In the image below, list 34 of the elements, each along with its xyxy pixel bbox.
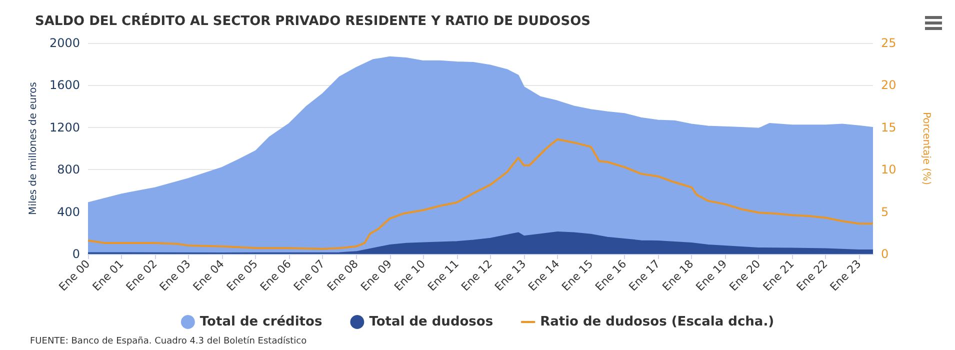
source-note: FUENTE: Banco de España. Cuadro 4.3 del Boletín Estadístico (30, 336, 308, 346)
legend-label: Ratio de dudosos (Escala dcha.) (540, 314, 774, 330)
y2-tick-label: 0 (881, 247, 889, 261)
x-tick-label: Ene 04 (190, 257, 227, 294)
legend-label: Total de dudosos (369, 314, 494, 330)
line-series (87, 138, 874, 250)
y-axis-title: Miles de millones de euros (28, 82, 40, 215)
legend-label: Total de créditos (200, 314, 322, 330)
y2-axis-title: Porcentaje (%) (920, 112, 932, 186)
x-tick-label: Ene 06 (258, 257, 294, 294)
x-tick-label: Ene 23 (828, 257, 864, 294)
x-tick-label: Ene 08 (324, 257, 361, 294)
x-tick-label: Ene 01 (90, 257, 126, 294)
x-tick-label: Ene 09 (358, 257, 394, 294)
y-tick-label: 400 (57, 204, 80, 219)
x-tick-label: Ene 21 (760, 257, 797, 294)
y-tick-label: 800 (57, 162, 80, 177)
x-tick-label: Ene 03 (157, 257, 194, 294)
y-tick-label: 1200 (49, 120, 80, 134)
x-tick-label: Ene 11 (425, 257, 462, 294)
y2-tick-label: 5 (881, 204, 889, 219)
y2-tick-label: 25 (881, 36, 896, 50)
y-tick-label: 1600 (49, 78, 80, 92)
y2-tick-label: 15 (881, 120, 896, 134)
y2-tick-label: 20 (881, 78, 896, 92)
x-tick-label: Ene 05 (224, 257, 260, 294)
x-tick-label: Ene 10 (392, 257, 428, 294)
x-tick-label: Ene 22 (794, 257, 830, 294)
y-tick-label: 2000 (49, 36, 80, 50)
y2-tick-label: 10 (881, 162, 896, 177)
x-tick-label: Ene 12 (458, 257, 495, 294)
x-tick-label: Ene 07 (291, 257, 328, 294)
x-tick-label: Ene 02 (124, 257, 160, 294)
chart-title: SALDO DEL CRÉDITO AL SECTOR PRIVADO RESIDENTE Y RATIO DE DUDOSOS (35, 12, 591, 29)
